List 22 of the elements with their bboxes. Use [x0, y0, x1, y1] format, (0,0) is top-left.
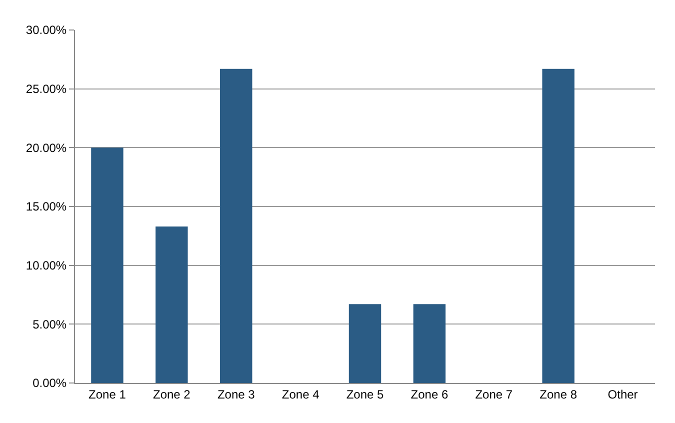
bar	[91, 148, 124, 383]
bar	[348, 304, 382, 383]
x-tick-label: Zone 1	[88, 387, 126, 402]
x-tick-label: Other	[608, 387, 638, 402]
x-tick-label: Zone 7	[475, 387, 513, 402]
x-tick-label: Zone 6	[410, 387, 448, 402]
y-tick-label: 20.00%	[26, 140, 67, 155]
y-tick-label: 10.00%	[26, 258, 67, 273]
x-tick-label: Zone 3	[217, 387, 256, 402]
bar	[413, 304, 446, 383]
bar	[220, 68, 252, 383]
y-tick-label: 25.00%	[26, 82, 67, 96]
x-tick-label: Zone 4	[282, 387, 320, 402]
x-tick-label: Zone 5	[346, 387, 384, 402]
y-tick-label: 30.00%	[26, 23, 67, 38]
bar	[156, 226, 188, 383]
bar	[542, 68, 574, 383]
y-tick-label: 5.00%	[32, 317, 67, 332]
x-tick-label: Zone 8	[540, 387, 578, 402]
y-tick-label: 15.00%	[26, 200, 67, 214]
x-tick-label: Zone 2	[152, 387, 191, 402]
y-tick-label: 0.00%	[32, 376, 67, 390]
